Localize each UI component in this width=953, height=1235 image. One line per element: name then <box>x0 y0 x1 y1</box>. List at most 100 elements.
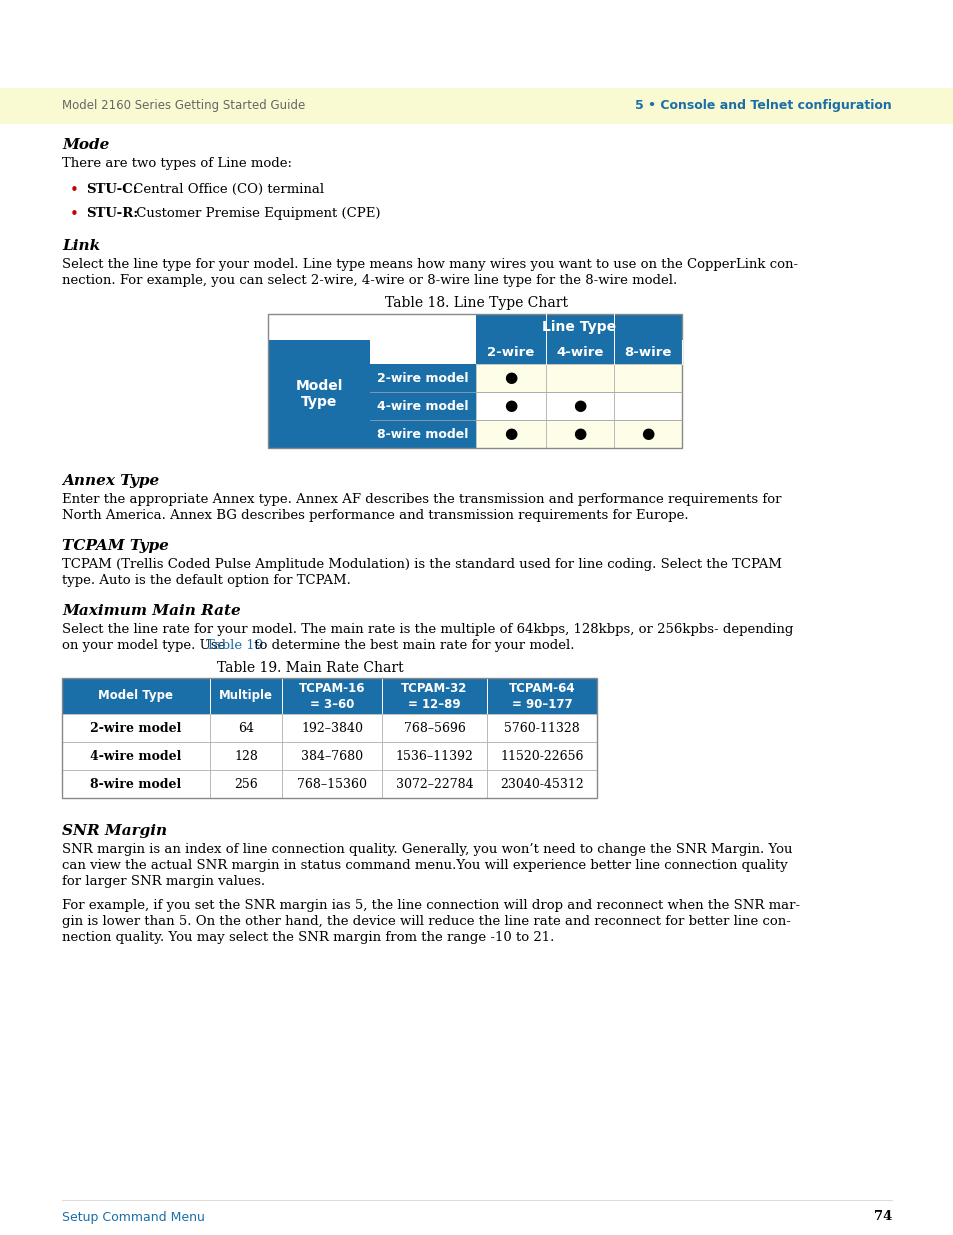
Text: 3072–22784: 3072–22784 <box>395 778 473 790</box>
Text: Table 19: Table 19 <box>206 638 263 652</box>
Text: Line Type: Line Type <box>541 320 616 333</box>
Bar <box>545 340 614 364</box>
Text: 192–3840: 192–3840 <box>301 721 363 735</box>
Bar <box>268 340 370 448</box>
Bar <box>62 714 210 742</box>
Text: ●: ● <box>504 399 517 414</box>
Text: Customer Premise Equipment (CPE): Customer Premise Equipment (CPE) <box>132 207 380 220</box>
Text: North America. Annex BG describes performance and transmission requirements for : North America. Annex BG describes perfor… <box>62 509 688 522</box>
Text: ●: ● <box>504 426 517 441</box>
Text: 2-wire: 2-wire <box>487 346 534 358</box>
Text: TCPAM-64
= 90–177: TCPAM-64 = 90–177 <box>508 682 575 710</box>
Bar <box>370 364 476 391</box>
Text: ●: ● <box>573 399 586 414</box>
Text: can view the actual SNR margin in status command menu.You will experience better: can view the actual SNR margin in status… <box>62 860 787 872</box>
Text: 4-wire model: 4-wire model <box>91 750 181 762</box>
Bar <box>0 88 953 124</box>
Text: 5 • Console and Telnet configuration: 5 • Console and Telnet configuration <box>635 100 891 112</box>
Bar <box>381 714 486 742</box>
Bar <box>545 420 614 448</box>
Text: 4-wire: 4-wire <box>556 346 603 358</box>
Text: nection quality. You may select the SNR margin from the range -10 to 21.: nection quality. You may select the SNR … <box>62 931 554 944</box>
Text: 64: 64 <box>237 721 253 735</box>
Text: 1536–11392: 1536–11392 <box>395 750 473 762</box>
Text: gin is lower than 5. On the other hand, the device will reduce the line rate and: gin is lower than 5. On the other hand, … <box>62 915 790 927</box>
Bar <box>486 678 597 714</box>
Text: STU-C:: STU-C: <box>86 183 137 196</box>
Text: ●: ● <box>573 426 586 441</box>
Bar <box>381 769 486 798</box>
Bar <box>614 391 681 420</box>
Bar <box>282 714 381 742</box>
Bar <box>476 364 545 391</box>
Text: Annex Type: Annex Type <box>62 474 159 488</box>
Text: 768–15360: 768–15360 <box>296 778 367 790</box>
Bar <box>62 742 210 769</box>
Bar <box>486 769 597 798</box>
Bar <box>370 420 476 448</box>
Text: •: • <box>70 207 79 222</box>
Text: SNR margin is an index of line connection quality. Generally, you won’t need to : SNR margin is an index of line connectio… <box>62 844 792 856</box>
Bar <box>62 678 597 798</box>
Text: 4-wire model: 4-wire model <box>376 399 468 412</box>
Text: Table 19. Main Rate Chart: Table 19. Main Rate Chart <box>216 661 403 676</box>
Bar <box>476 420 545 448</box>
Bar <box>381 678 486 714</box>
Bar <box>614 340 681 364</box>
Text: type. Auto is the default option for TCPAM.: type. Auto is the default option for TCP… <box>62 574 351 587</box>
Text: 8-wire: 8-wire <box>623 346 671 358</box>
Bar <box>370 391 476 420</box>
Bar <box>210 769 282 798</box>
Text: STU-R:: STU-R: <box>86 207 138 220</box>
Bar <box>282 769 381 798</box>
Bar <box>545 364 614 391</box>
Text: to determine the best main rate for your model.: to determine the best main rate for your… <box>250 638 574 652</box>
Text: 23040-45312: 23040-45312 <box>499 778 583 790</box>
Text: Model 2160 Series Getting Started Guide: Model 2160 Series Getting Started Guide <box>62 100 305 112</box>
Text: Mode: Mode <box>62 138 110 152</box>
Text: ●: ● <box>640 426 654 441</box>
Bar <box>62 678 210 714</box>
Text: 74: 74 <box>873 1210 891 1224</box>
Text: 256: 256 <box>233 778 257 790</box>
Text: SNR Margin: SNR Margin <box>62 824 167 839</box>
Text: 5760-11328: 5760-11328 <box>503 721 579 735</box>
Bar <box>210 678 282 714</box>
Text: •: • <box>70 183 79 198</box>
Text: TCPAM-32
= 12–89: TCPAM-32 = 12–89 <box>401 682 467 710</box>
Bar <box>282 678 381 714</box>
Text: Enter the appropriate Annex type. Annex AF describes the transmission and perfor: Enter the appropriate Annex type. Annex … <box>62 493 781 506</box>
Bar <box>614 364 681 391</box>
Bar <box>210 714 282 742</box>
Text: Maximum Main Rate: Maximum Main Rate <box>62 604 240 618</box>
Bar <box>268 314 681 448</box>
Text: for larger SNR margin values.: for larger SNR margin values. <box>62 876 265 888</box>
Text: There are two types of Line mode:: There are two types of Line mode: <box>62 157 292 170</box>
Bar <box>614 420 681 448</box>
Text: 11520-22656: 11520-22656 <box>499 750 583 762</box>
Text: 768–5696: 768–5696 <box>403 721 465 735</box>
Text: Select the line type for your model. Line type means how many wires you want to : Select the line type for your model. Lin… <box>62 258 798 270</box>
Text: TCPAM-16
= 3–60: TCPAM-16 = 3–60 <box>298 682 365 710</box>
Bar <box>476 391 545 420</box>
Bar <box>486 742 597 769</box>
Text: Link: Link <box>62 240 100 253</box>
Text: Table 18. Line Type Chart: Table 18. Line Type Chart <box>385 296 568 310</box>
Text: 2-wire model: 2-wire model <box>91 721 181 735</box>
Text: Setup Command Menu: Setup Command Menu <box>62 1210 205 1224</box>
Text: 128: 128 <box>233 750 257 762</box>
Bar <box>62 769 210 798</box>
Bar <box>381 742 486 769</box>
Text: nection. For example, you can select 2-wire, 4-wire or 8-wire line type for the : nection. For example, you can select 2-w… <box>62 274 677 287</box>
Text: TCPAM (Trellis Coded Pulse Amplitude Modulation) is the standard used for line c: TCPAM (Trellis Coded Pulse Amplitude Mod… <box>62 558 781 571</box>
Text: 384–7680: 384–7680 <box>300 750 363 762</box>
Bar <box>476 314 681 340</box>
Text: 2-wire model: 2-wire model <box>376 372 468 384</box>
Bar <box>210 742 282 769</box>
Text: For example, if you set the SNR margin ias 5, the line connection will drop and : For example, if you set the SNR margin i… <box>62 899 800 911</box>
Text: Model Type: Model Type <box>98 689 173 703</box>
Text: Model
Type: Model Type <box>295 379 342 409</box>
Text: Central Office (CO) terminal: Central Office (CO) terminal <box>129 183 324 196</box>
Bar <box>282 742 381 769</box>
Bar <box>545 391 614 420</box>
